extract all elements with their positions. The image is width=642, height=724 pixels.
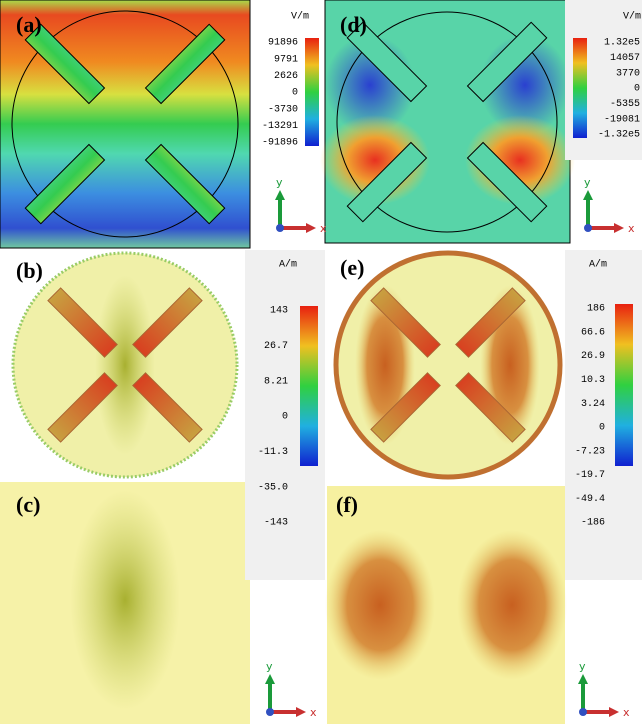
colorbar-tick-label: -91896 <box>262 138 298 149</box>
colorbar-tick-label: 0 <box>634 84 640 95</box>
panel-label: (f) <box>336 492 358 517</box>
axis-label-x: x <box>310 706 317 719</box>
colorbar-tick-label: 9791 <box>274 54 298 65</box>
colorbar-unit: V/m <box>623 11 641 23</box>
colorbar-tick-label: -11.3 <box>258 447 288 458</box>
figure: (a) (b) (c) (d) (e) (f) V/m 91896 9791 2626… <box>0 0 642 724</box>
colorbar <box>573 38 587 138</box>
colorbar-tick-label: -7.23 <box>575 446 605 457</box>
colorbar-tick-label: -13291 <box>262 121 298 132</box>
panel-c <box>0 482 250 724</box>
colorbar-tick-label: 8.21 <box>264 376 288 387</box>
colorbar-tick-label: 2626 <box>274 71 298 82</box>
colorbar-unit: A/m <box>279 259 297 271</box>
colorbar-tick-label: -19081 <box>604 114 640 125</box>
axis-arrow-head <box>275 190 285 200</box>
colorbar-tick-label: 143 <box>270 306 288 317</box>
colorbar-tick-label: -143 <box>264 518 288 529</box>
colorbar-unit: A/m <box>589 259 607 271</box>
axis-label-x: x <box>320 222 327 235</box>
colorbar-tick-label: 91896 <box>268 38 298 49</box>
colorbar-tick-label: 3.24 <box>581 399 605 410</box>
colorbar-tick-label: 66.6 <box>581 327 605 338</box>
colorbar <box>615 304 633 466</box>
panel-a <box>0 0 250 248</box>
axis-origin <box>276 224 284 232</box>
panel-label: (d) <box>340 12 367 37</box>
panel-label: (c) <box>16 492 40 517</box>
panel-e <box>336 253 560 477</box>
axis-origin <box>579 708 587 716</box>
axis-origin <box>584 224 592 232</box>
colorbar-tick-label: -49.4 <box>575 494 605 505</box>
colorbar-tick-label: 3770 <box>616 68 640 79</box>
axis-label-x: x <box>623 706 630 719</box>
colorbar-tick-label: 10.3 <box>581 375 605 386</box>
axis-arrow-head <box>583 190 593 200</box>
axis-label-y: y <box>276 176 283 189</box>
axis-arrow-head <box>296 707 306 717</box>
colorbar-tick-label: -1.32e5 <box>598 130 640 141</box>
axis-label-y: y <box>584 176 591 189</box>
colorbar-tick-label: 1.32e5 <box>604 38 640 49</box>
axis-label-y: y <box>266 660 273 673</box>
panel-label: (e) <box>340 255 364 280</box>
colorbar <box>305 38 319 146</box>
colorbar-tick-label: 0 <box>599 423 605 434</box>
panel-b <box>13 253 237 477</box>
panel-label: (a) <box>16 12 42 37</box>
colorbar-tick-label: -186 <box>581 518 605 529</box>
axis-label-y: y <box>579 660 586 673</box>
axis-arrow-head <box>609 707 619 717</box>
colorbar-tick-label: 26.9 <box>581 351 605 362</box>
colorbar-tick-label: 0 <box>282 412 288 423</box>
colorbar-tick-label: 14057 <box>610 53 640 64</box>
axis-label-x: x <box>628 222 635 235</box>
colorbar-tick-label: -3730 <box>268 104 298 115</box>
axis-arrow-head <box>265 674 275 684</box>
axis-arrow-head <box>306 223 316 233</box>
colorbar-tick-label: 26.7 <box>264 341 288 352</box>
axis-arrow-head <box>578 674 588 684</box>
axis-origin <box>266 708 274 716</box>
colorbar-tick-label: 186 <box>587 304 605 315</box>
panel-label: (b) <box>16 258 43 283</box>
colorbar-tick-label: 0 <box>292 88 298 99</box>
colorbar <box>300 306 318 466</box>
colorbar-tick-label: -35.0 <box>258 482 288 493</box>
colorbar-unit: V/m <box>291 11 309 23</box>
axis-arrow-head <box>614 223 624 233</box>
colorbar-tick-label: -5355 <box>610 99 640 110</box>
colorbar-tick-label: -19.7 <box>575 470 605 481</box>
panel-f <box>325 486 567 724</box>
